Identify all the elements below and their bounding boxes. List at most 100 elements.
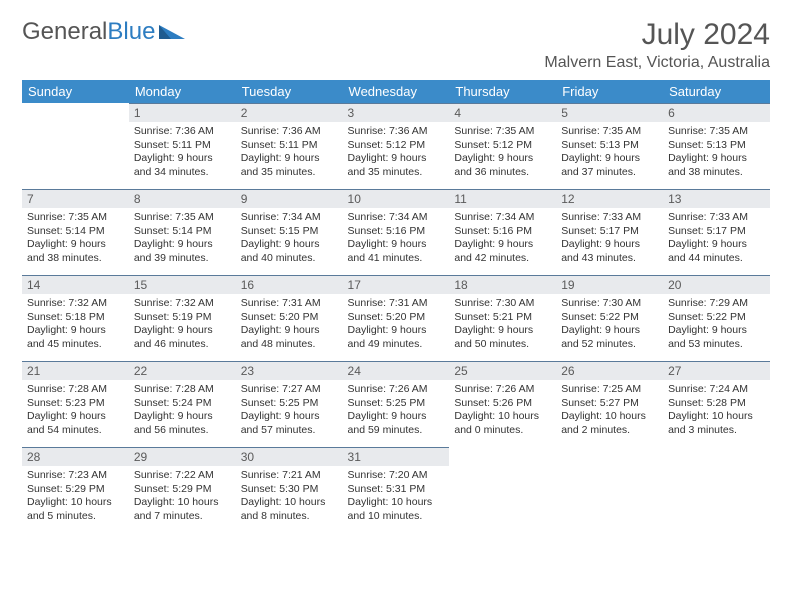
- calendar-day-cell: 1Sunrise: 7:36 AMSunset: 5:11 PMDaylight…: [129, 103, 236, 189]
- calendar-head: SundayMondayTuesdayWednesdayThursdayFrid…: [22, 80, 770, 103]
- day-details: Sunrise: 7:22 AMSunset: 5:29 PMDaylight:…: [129, 466, 236, 528]
- calendar-week-row: 28Sunrise: 7:23 AMSunset: 5:29 PMDayligh…: [22, 447, 770, 533]
- day-number: 27: [663, 361, 770, 380]
- sunrise-text: Sunrise: 7:28 AM: [27, 383, 124, 397]
- day-number: 31: [343, 447, 450, 466]
- daylight-text: Daylight: 9 hours and 40 minutes.: [241, 238, 338, 265]
- day-number: 1: [129, 103, 236, 122]
- day-details: Sunrise: 7:30 AMSunset: 5:22 PMDaylight:…: [556, 294, 663, 356]
- sunset-text: Sunset: 5:11 PM: [134, 139, 231, 153]
- calendar-body: 1Sunrise: 7:36 AMSunset: 5:11 PMDaylight…: [22, 103, 770, 533]
- daylight-text: Daylight: 9 hours and 46 minutes.: [134, 324, 231, 351]
- sunset-text: Sunset: 5:14 PM: [134, 225, 231, 239]
- day-number: 9: [236, 189, 343, 208]
- sunset-text: Sunset: 5:26 PM: [454, 397, 551, 411]
- location: Malvern East, Victoria, Australia: [544, 54, 770, 72]
- sunrise-text: Sunrise: 7:27 AM: [241, 383, 338, 397]
- sunset-text: Sunset: 5:29 PM: [134, 483, 231, 497]
- daylight-text: Daylight: 9 hours and 34 minutes.: [134, 152, 231, 179]
- day-number: 21: [22, 361, 129, 380]
- sunset-text: Sunset: 5:29 PM: [27, 483, 124, 497]
- daylight-text: Daylight: 9 hours and 52 minutes.: [561, 324, 658, 351]
- sunrise-text: Sunrise: 7:36 AM: [348, 125, 445, 139]
- sunset-text: Sunset: 5:31 PM: [348, 483, 445, 497]
- day-details: Sunrise: 7:36 AMSunset: 5:11 PMDaylight:…: [129, 122, 236, 184]
- sunset-text: Sunset: 5:16 PM: [454, 225, 551, 239]
- calendar-week-row: 21 Sunrise: 7:28 AMSunset: 5:23 PMDayligh…: [22, 361, 770, 447]
- sunset-text: Sunset: 5:12 PM: [454, 139, 551, 153]
- day-number: 11: [449, 189, 556, 208]
- calendar-day-cell: 24Sunrise: 7:26 AMSunset: 5:25 PMDayligh…: [343, 361, 450, 447]
- weekday-header: Sunday: [22, 80, 129, 103]
- calendar-day-cell: [663, 447, 770, 533]
- sunrise-text: Sunrise: 7:30 AM: [561, 297, 658, 311]
- calendar-day-cell: 29Sunrise: 7:22 AMSunset: 5:29 PMDayligh…: [129, 447, 236, 533]
- sunrise-text: Sunrise: 7:25 AM: [561, 383, 658, 397]
- daylight-text: Daylight: 9 hours and 37 minutes.: [561, 152, 658, 179]
- weekday-header: Friday: [556, 80, 663, 103]
- day-number: 22: [129, 361, 236, 380]
- sunrise-text: Sunrise: 7:26 AM: [348, 383, 445, 397]
- sunset-text: Sunset: 5:27 PM: [561, 397, 658, 411]
- calendar-day-cell: 8Sunrise: 7:35 AMSunset: 5:14 PMDaylight…: [129, 189, 236, 275]
- day-details: Sunrise: 7:26 AMSunset: 5:25 PMDaylight:…: [343, 380, 450, 442]
- sunrise-text: Sunrise: 7:35 AM: [134, 211, 231, 225]
- sunset-text: Sunset: 5:23 PM: [27, 397, 124, 411]
- day-number: 16: [236, 275, 343, 294]
- sunrise-text: Sunrise: 7:35 AM: [668, 125, 765, 139]
- day-details: Sunrise: 7:28 AMSunset: 5:24 PMDaylight:…: [129, 380, 236, 442]
- day-details: Sunrise: 7:21 AMSunset: 5:30 PMDaylight:…: [236, 466, 343, 528]
- day-details: Sunrise: 7:20 AMSunset: 5:31 PMDaylight:…: [343, 466, 450, 528]
- sunset-text: Sunset: 5:20 PM: [241, 311, 338, 325]
- calendar-day-cell: 28Sunrise: 7:23 AMSunset: 5:29 PMDayligh…: [22, 447, 129, 533]
- calendar-day-cell: 20Sunrise: 7:29 AMSunset: 5:22 PMDayligh…: [663, 275, 770, 361]
- day-details: Sunrise: 7:33 AMSunset: 5:17 PMDaylight:…: [556, 208, 663, 270]
- month-title: July 2024: [544, 18, 770, 52]
- calendar-day-cell: 15 Sunrise: 7:32 AMSunset: 5:19 PMDayligh…: [129, 275, 236, 361]
- sunrise-text: Sunrise: 7:22 AM: [134, 469, 231, 483]
- day-details: Sunrise: 7:35 AMSunset: 5:12 PMDaylight:…: [449, 122, 556, 184]
- calendar-day-cell: 19Sunrise: 7:30 AMSunset: 5:22 PMDayligh…: [556, 275, 663, 361]
- day-details: Sunrise: 7:33 AMSunset: 5:17 PMDaylight:…: [663, 208, 770, 270]
- sunset-text: Sunset: 5:17 PM: [561, 225, 658, 239]
- day-number: 4: [449, 103, 556, 122]
- daylight-text: Daylight: 9 hours and 35 minutes.: [241, 152, 338, 179]
- sunrise-text: Sunrise: 7:32 AM: [27, 297, 124, 311]
- day-number: 20: [663, 275, 770, 294]
- sunrise-text: Sunrise: 7:32 AM: [134, 297, 231, 311]
- daylight-text: Daylight: 9 hours and 54 minutes.: [27, 410, 124, 437]
- sunset-text: Sunset: 5:18 PM: [27, 311, 124, 325]
- daylight-text: Daylight: 10 hours and 7 minutes.: [134, 496, 231, 523]
- day-number: 2: [236, 103, 343, 122]
- day-details: Sunrise: 7:32 AMSunset: 5:18 PMDaylight:…: [22, 294, 129, 356]
- daylight-text: Daylight: 9 hours and 38 minutes.: [668, 152, 765, 179]
- day-details: Sunrise: 7:35 AMSunset: 5:13 PMDaylight:…: [556, 122, 663, 184]
- day-details: Sunrise: 7:23 AMSunset: 5:29 PMDaylight:…: [22, 466, 129, 528]
- day-number: 7: [22, 189, 129, 208]
- day-number: 15: [129, 275, 236, 294]
- calendar-day-cell: 30Sunrise: 7:21 AMSunset: 5:30 PMDayligh…: [236, 447, 343, 533]
- sunset-text: Sunset: 5:25 PM: [241, 397, 338, 411]
- daylight-text: Daylight: 9 hours and 35 minutes.: [348, 152, 445, 179]
- day-details: Sunrise: 7:29 AMSunset: 5:22 PMDaylight:…: [663, 294, 770, 356]
- logo-text-general: General: [22, 18, 107, 46]
- day-number: 25: [449, 361, 556, 380]
- day-details: Sunrise: 7:30 AMSunset: 5:21 PMDaylight:…: [449, 294, 556, 356]
- calendar-day-cell: 26Sunrise: 7:25 AMSunset: 5:27 PMDayligh…: [556, 361, 663, 447]
- calendar-day-cell: 9Sunrise: 7:34 AMSunset: 5:15 PMDaylight…: [236, 189, 343, 275]
- logo-triangle-icon: [159, 18, 185, 46]
- day-number: 29: [129, 447, 236, 466]
- daylight-text: Daylight: 10 hours and 8 minutes.: [241, 496, 338, 523]
- logo-text-blue: Blue: [107, 18, 155, 46]
- day-details: Sunrise: 7:36 AMSunset: 5:12 PMDaylight:…: [343, 122, 450, 184]
- calendar-day-cell: 13Sunrise: 7:33 AMSunset: 5:17 PMDayligh…: [663, 189, 770, 275]
- day-number: 12: [556, 189, 663, 208]
- sunrise-text: Sunrise: 7:31 AM: [241, 297, 338, 311]
- calendar-day-cell: [22, 103, 129, 189]
- sunset-text: Sunset: 5:19 PM: [134, 311, 231, 325]
- daylight-text: Daylight: 9 hours and 36 minutes.: [454, 152, 551, 179]
- sunrise-text: Sunrise: 7:24 AM: [668, 383, 765, 397]
- weekday-header: Monday: [129, 80, 236, 103]
- sunrise-text: Sunrise: 7:34 AM: [241, 211, 338, 225]
- daylight-text: Daylight: 10 hours and 5 minutes.: [27, 496, 124, 523]
